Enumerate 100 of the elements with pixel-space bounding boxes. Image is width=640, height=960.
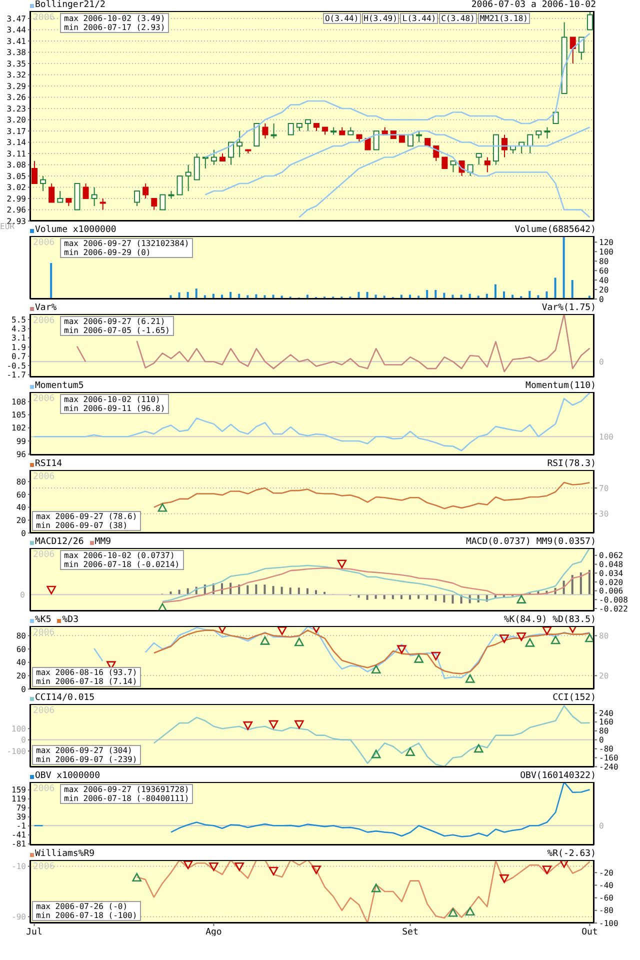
y-tick-label: 39 — [16, 812, 26, 822]
y-tick-label: 3.11 — [6, 149, 26, 158]
y2-tick-label: -100 — [599, 918, 618, 928]
y2-tick-label: 240 — [599, 708, 614, 718]
chart-subtitle: Momentum(110) — [526, 381, 596, 392]
y-tick-label: 108 — [12, 397, 26, 406]
y-tick-label: 3.29 — [6, 82, 26, 91]
y2-tick-label: 80 — [599, 726, 609, 736]
y-tick-label: 99 — [16, 436, 26, 446]
chart-subtitle: 2006-07-03 a 2006-10-02 — [471, 0, 596, 11]
chart-subtitle: RSI(78.3) — [547, 459, 596, 470]
annotation: max 2006-07-26 (-0) — [36, 902, 129, 911]
x-tick-label: Set — [402, 927, 418, 938]
y2-tick-label: 60 — [599, 266, 609, 276]
legend-label: %K5 — [34, 615, 52, 626]
annotation: min 2006-09-07 (-239) — [36, 755, 138, 764]
annotation: min 2006-09-29 (0) — [64, 248, 152, 257]
y-tick-label: 3.32 — [6, 70, 26, 80]
ref-line-label: 0 — [599, 821, 604, 830]
y-tick-label: 2.99 — [6, 194, 26, 204]
y-tick-label: -1.7 — [6, 370, 26, 380]
legend-label: MACD12/26 — [34, 537, 84, 548]
y2-tick-label: 0 — [599, 294, 604, 304]
y-tick-label: 3.20 — [6, 116, 26, 125]
y-tick-label: 4.3 — [12, 324, 26, 334]
y2-tick-label: 120 — [599, 238, 614, 247]
y-tick-label: 79 — [16, 804, 26, 813]
y2-tick-label: 0.020 — [599, 578, 624, 587]
y2-tick-label: -80 — [599, 744, 614, 754]
legend-label: Williams%R9 — [34, 849, 95, 860]
x-tick-label: Jul — [26, 927, 42, 938]
y-tick-label: 0.7 — [12, 352, 26, 362]
y2-tick-label: -240 — [599, 762, 618, 772]
annotation: C(3.48) — [439, 13, 477, 24]
annotation: min 2006-09-11 (96.8) — [64, 404, 166, 413]
y-tick-label: 3.26 — [6, 93, 26, 102]
y-tick-label: 3.44 — [6, 26, 26, 35]
y2-tick-label: 0.048 — [599, 560, 624, 570]
chart-subtitle: %R(-2.63) — [547, 849, 596, 860]
y-tick-label: 96 — [16, 450, 26, 459]
annotation: min 2006-09-07 (38) — [36, 521, 129, 530]
x-tick-label: Ago — [206, 927, 222, 938]
y2-tick-label: 0 — [599, 736, 604, 745]
annotation: max 2006-09-27 (304) — [36, 746, 134, 755]
annotation: MM21(3.18) — [478, 13, 530, 24]
y2-tick-label: 40 — [599, 276, 609, 285]
annotation: min 2006-07-18 (-100) — [36, 911, 138, 920]
chart-subtitle: Var%(1.75) — [542, 303, 596, 314]
y-tick-label: 20 — [16, 672, 26, 681]
y-tick-label: 5.5 — [12, 315, 26, 324]
y-tick-label: 3.05 — [6, 172, 26, 181]
y2-tick-label: 100 — [599, 247, 614, 256]
y2-tick-label: 70 — [599, 484, 609, 493]
legend-label: RSI14 — [34, 459, 62, 470]
y2-tick-label: 30 — [599, 510, 609, 519]
annotation: max 2006-10-02 (3.49) — [64, 14, 166, 23]
y2-tick-label: 80 — [599, 256, 609, 266]
annotation: O(3.44) — [322, 13, 361, 24]
y-tick-label: 3.38 — [6, 48, 26, 58]
annotation: min 2006-07-18 (-80400111) — [64, 794, 190, 803]
y-tick-label: -41 — [12, 830, 26, 840]
y-tick-label: 3.1 — [12, 334, 26, 343]
legend-label: MM9 — [94, 537, 112, 548]
y2-tick-label: 0.034 — [599, 568, 624, 578]
chart-subtitle: %K(84.9) %D(83.5) — [504, 615, 596, 626]
annotation: min 2006-07-18 (-0.0214) — [64, 560, 180, 569]
y2-tick-label: 160 — [599, 718, 614, 727]
annotation: min 2006-07-17 (2.93) — [64, 23, 166, 32]
annotation: max 2006-10-02 (110) — [64, 395, 162, 404]
annotation: max 2006-10-02 (0.0737) — [64, 551, 176, 560]
y2-tick-label: -20 — [599, 868, 614, 878]
annotation: max 2006-09-27 (193691728) — [64, 785, 190, 794]
y-tick-label: 0 — [21, 684, 26, 694]
y-tick-label: 80 — [16, 477, 26, 486]
annotation: min 2006-07-05 (-1.65) — [64, 326, 170, 335]
y-tick-label: 3.02 — [6, 183, 26, 192]
y2-tick-label: -0.008 — [599, 595, 628, 604]
annotation: min 2006-07-18 (7.14) — [36, 677, 138, 686]
chart-subtitle: OBV(160140322) — [520, 771, 596, 782]
y2-tick-label: -60 — [599, 894, 614, 903]
legend-label: CCI14/0.015 — [34, 693, 95, 704]
y-tick-label: 102 — [12, 424, 26, 433]
y-tick-label: 20 — [16, 516, 26, 525]
ref-line-label: 0 — [599, 357, 604, 366]
y-tick-label: 40 — [16, 658, 26, 668]
legend-label: OBV x1000000 — [34, 771, 100, 782]
annotation: H(3.49) — [362, 13, 400, 24]
y-tick-label: 80 — [16, 632, 26, 641]
y-tick-label: -0.5 — [6, 361, 26, 370]
y-tick-label: -100 — [6, 746, 26, 756]
y-tick-label: -1 — [16, 822, 26, 831]
y2-tick-label: 20 — [599, 672, 609, 681]
y-tick-label: 2.96 — [6, 206, 26, 215]
legend-label: Volume x1000000 — [34, 225, 116, 236]
legend-label: Bollinger21/2 — [34, 0, 106, 11]
y-tick-label: 3.41 — [6, 36, 26, 46]
y-tick-label: 105 — [12, 410, 26, 420]
y-tick-label: -81 — [12, 840, 26, 849]
y-tick-label: 3.23 — [6, 104, 26, 114]
y-tick-label: 0 — [21, 736, 26, 745]
